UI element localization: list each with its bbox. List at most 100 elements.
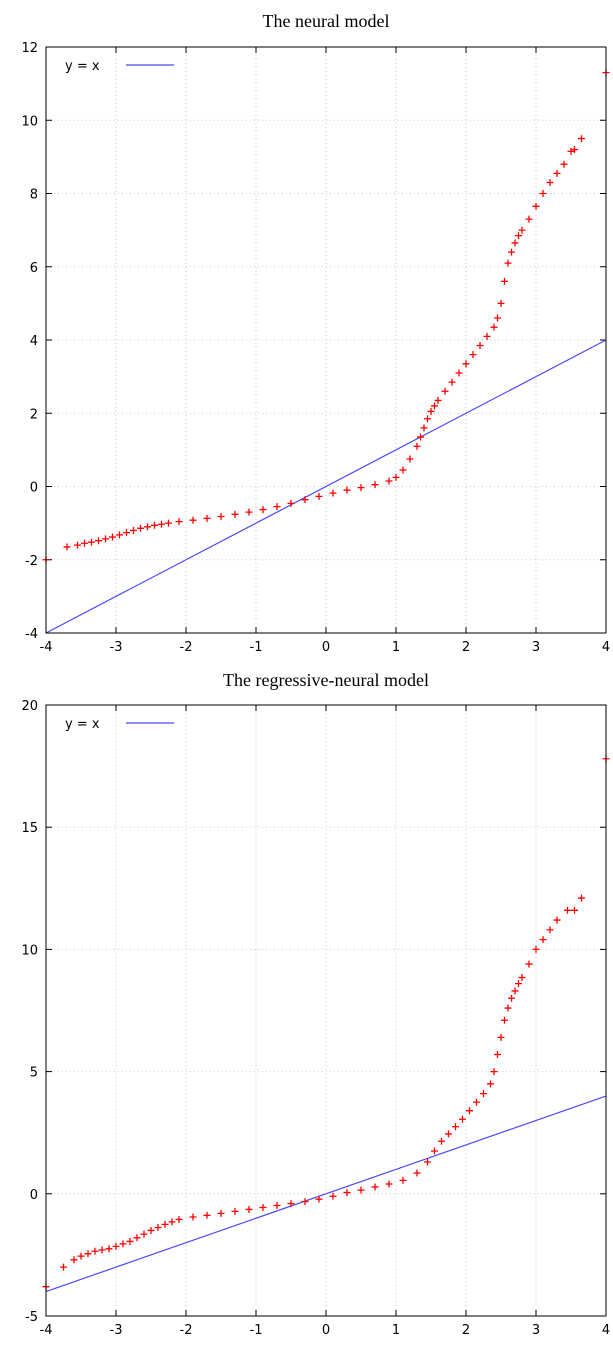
plot-frame [45,46,607,634]
scatter-point [74,541,81,549]
scatter-point [501,1016,508,1024]
scatter-point [301,1198,309,1206]
scatter-point [434,396,442,404]
y-tick-label: 12 [21,41,38,56]
scatter-point [84,1250,92,1258]
scatter-point [119,1240,127,1248]
scatter-point [140,1230,148,1238]
scatter-point [81,539,88,547]
scatter-point [466,1107,473,1115]
scatter-point [462,360,470,368]
chart-title: The neural model [263,11,390,31]
scatter-point [287,499,295,507]
scatter-point [273,503,281,511]
scatter-point [189,516,197,524]
scatter-point [525,215,533,223]
scatter-point [532,945,540,953]
x-tick-label: -3 [110,1323,123,1338]
scatter-point [154,1224,162,1232]
scatter-point [133,1234,141,1242]
legend-label: y = x [65,59,100,74]
scatter-point [315,492,323,500]
scatter-point [518,226,526,234]
scatter-point [130,526,137,534]
legend-label: y = x [65,717,100,732]
scatter-point [546,179,554,187]
y-tick-label: 15 [21,821,38,836]
scatter-point [497,1033,505,1041]
scatter-point [455,369,463,377]
scatter-point [231,510,239,518]
scatter-point [329,1192,337,1200]
scatter-point [203,1211,211,1219]
scatter-point [518,974,526,982]
scatter-point [63,543,71,551]
scatter-point [91,1247,99,1255]
scatter-point [116,531,123,539]
scatter-point [413,442,421,450]
scatter-point [70,1256,78,1264]
y-tick-label: 20 [21,699,38,714]
scatter-point [431,402,438,410]
scatter-point [441,387,449,395]
scatter-point [448,378,456,386]
y-tick-label: 8 [30,188,38,203]
x-tick-label: 0 [322,1323,330,1338]
x-tick-label: 1 [392,640,400,655]
chart-regressive-neural-model: The regressive-neural model -4 -3 -2 -1 0 1 2 3 4… [21,670,610,1338]
scatter-point [329,489,337,497]
scatter-point [301,496,309,504]
scatter-point [371,1183,379,1191]
scatter-point [245,1205,253,1213]
reference-line-y-equals-x [45,339,607,634]
scatter-point [399,466,407,474]
scatter-point [112,1242,120,1250]
scatter-point [406,455,414,463]
scatter-point [60,1263,67,1271]
scatter-point [480,1090,487,1098]
scatter-point [546,926,554,934]
scatter-point [217,1209,225,1217]
scatter-point [123,529,130,537]
scatter-point [357,1186,365,1194]
scatter-point [109,533,116,541]
scatter-point [161,1220,169,1228]
scatter-point [126,1237,134,1245]
scatter-point [371,481,379,489]
y-tick-label: 0 [30,1188,38,1203]
scatter-point [420,424,428,432]
scatter-point [343,1189,351,1197]
legend: y = x [65,59,174,74]
scatter-point [501,277,508,285]
x-tick-label: -3 [110,640,123,655]
scatter-point [427,407,435,415]
scatter-point [473,1098,480,1106]
scatter-point [497,299,505,307]
scatter-point [392,473,400,481]
y-tick-label: 10 [21,114,38,129]
scatter-point [343,486,351,494]
scatter-point [539,190,547,197]
scatter-point [413,1169,421,1177]
y-tick-label: 2 [30,407,38,422]
scatter-point [217,513,225,521]
scatter-point [424,1158,431,1166]
scatter-point [151,521,158,529]
scatter-point [102,535,109,543]
scatter-point [560,160,568,168]
scatter-point [504,1004,512,1012]
y-tick-label: -4 [25,627,38,642]
scatter-point [564,906,571,914]
x-tick-label: 4 [602,1323,610,1338]
scatter-point [511,239,519,247]
scatter-point [490,1068,498,1076]
scatter-point [476,341,484,349]
scatter-point [158,520,165,528]
scatter-point [399,1176,407,1184]
x-tick-label: 2 [462,1323,470,1338]
scatter-point [231,1207,239,1215]
scatter-point [571,146,578,154]
x-tick-label: -2 [180,640,193,655]
scatter-point [483,332,491,340]
scatter-point [525,960,533,968]
